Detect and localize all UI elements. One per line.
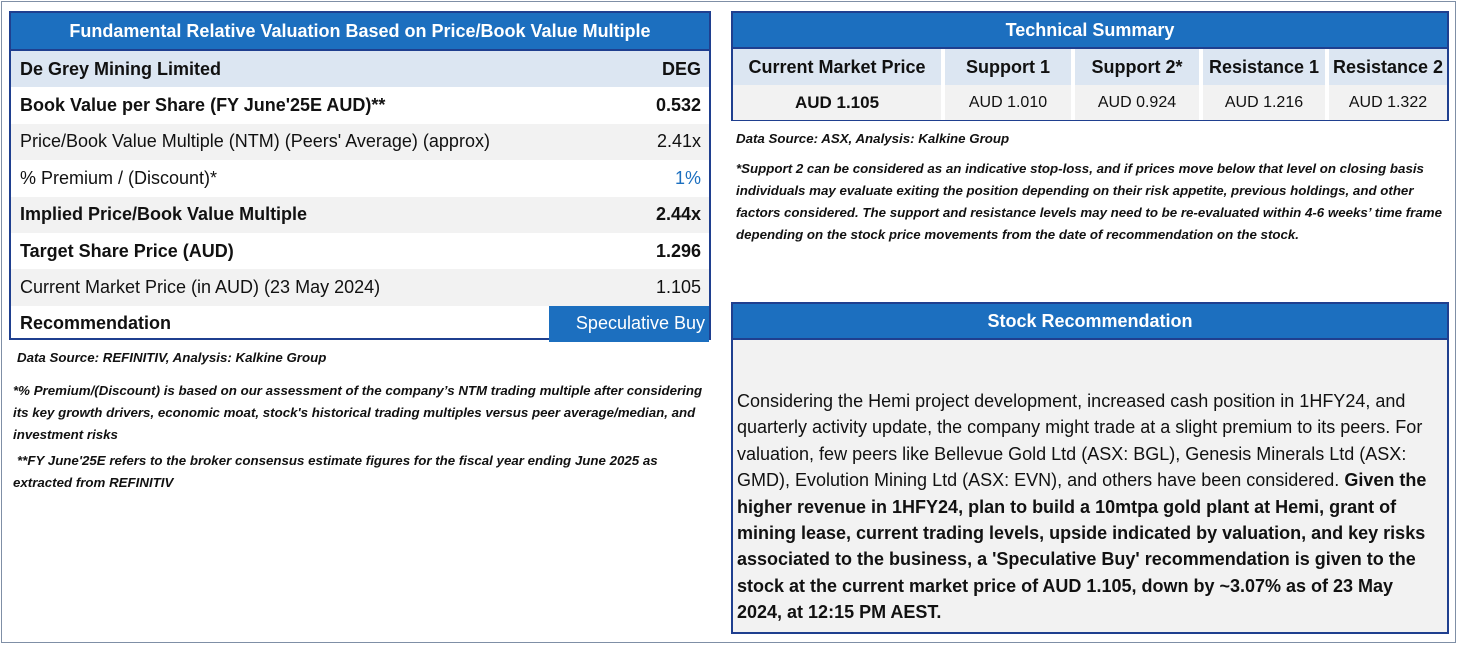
column-value: AUD 0.924 <box>1075 85 1203 120</box>
recommendation-row: Recommendation Speculative Buy <box>11 305 709 343</box>
current-price-row: Current Market Price (in AUD) (23 May 20… <box>11 269 709 306</box>
row-value: 2.41x <box>656 131 701 152</box>
row-value: 1% <box>674 167 701 188</box>
implied-multiple-row: Implied Price/Book Value Multiple 2.44x <box>11 196 709 233</box>
company-name: De Grey Mining Limited <box>20 58 222 79</box>
row-value: 0.532 <box>655 95 701 116</box>
row-value: 1.296 <box>655 240 701 261</box>
recommendation-text: Considering the Hemi project development… <box>737 391 1423 491</box>
valuation-title: Fundamental Relative Valuation Based on … <box>11 13 709 51</box>
stock-recommendation-box: Stock Recommendation Considering the Hem… <box>731 302 1449 634</box>
column-value: AUD 1.216 <box>1203 85 1329 120</box>
tech-col-resistance2: Resistance 2 AUD 1.322 <box>1329 49 1447 120</box>
support-footnote: *Support 2 can be considered as an indic… <box>736 161 1442 242</box>
fy-footnote: **FY June'25E refers to the broker conse… <box>13 453 658 490</box>
row-label: Current Market Price (in AUD) (23 May 20… <box>20 277 381 298</box>
row-value: 1.105 <box>655 277 701 298</box>
tech-col-support2: Support 2* AUD 0.924 <box>1075 49 1203 120</box>
column-value: AUD 1.322 <box>1329 85 1447 120</box>
technical-title: Technical Summary <box>733 13 1447 49</box>
ticker: DEG <box>661 58 701 79</box>
column-header: Current Market Price <box>733 49 945 85</box>
technical-summary-table: Technical Summary Current Market Price A… <box>731 11 1449 121</box>
valuation-source: Data Source: REFINITIV, Analysis: Kalkin… <box>17 350 327 365</box>
tech-col-support1: Support 1 AUD 1.010 <box>945 49 1075 120</box>
column-value: AUD 1.105 <box>733 85 945 120</box>
row-label: Book Value per Share (FY June'25E AUD)** <box>20 95 386 116</box>
column-header: Support 2* <box>1075 49 1203 85</box>
row-label: Recommendation <box>20 313 172 334</box>
column-value: AUD 1.010 <box>945 85 1075 120</box>
recommendation-body: Considering the Hemi project development… <box>733 340 1447 632</box>
recommendation-badge: Speculative Buy <box>549 305 709 343</box>
technical-source: Data Source: ASX, Analysis: Kalkine Grou… <box>736 131 1010 146</box>
recommendation-title: Stock Recommendation <box>733 304 1447 340</box>
column-header: Resistance 1 <box>1203 49 1329 85</box>
pb-multiple-row: Price/Book Value Multiple (NTM) (Peers' … <box>11 123 709 161</box>
valuation-table: Fundamental Relative Valuation Based on … <box>9 11 711 343</box>
book-value-row: Book Value per Share (FY June'25E AUD)**… <box>11 87 709 123</box>
column-header: Support 1 <box>945 49 1075 85</box>
row-label: % Premium / (Discount)* <box>20 167 218 188</box>
row-label: Implied Price/Book Value Multiple <box>20 204 308 225</box>
row-value: 2.44x <box>655 204 701 225</box>
recommendation-text-bold: Given the higher revenue in 1HFY24, plan… <box>737 470 1427 623</box>
premium-row: % Premium / (Discount)* 1% <box>11 160 709 196</box>
target-price-row: Target Share Price (AUD) 1.296 <box>11 233 709 269</box>
column-header: Resistance 2 <box>1329 49 1447 85</box>
row-label: Price/Book Value Multiple (NTM) (Peers' … <box>20 131 490 152</box>
tech-col-resistance1: Resistance 1 AUD 1.216 <box>1203 49 1329 120</box>
tech-col-cmp: Current Market Price AUD 1.105 <box>733 49 945 120</box>
row-label: Target Share Price (AUD) <box>20 240 234 261</box>
company-row: De Grey Mining Limited DEG <box>11 51 709 88</box>
premium-footnote: *% Premium/(Discount) is based on our as… <box>13 383 703 442</box>
